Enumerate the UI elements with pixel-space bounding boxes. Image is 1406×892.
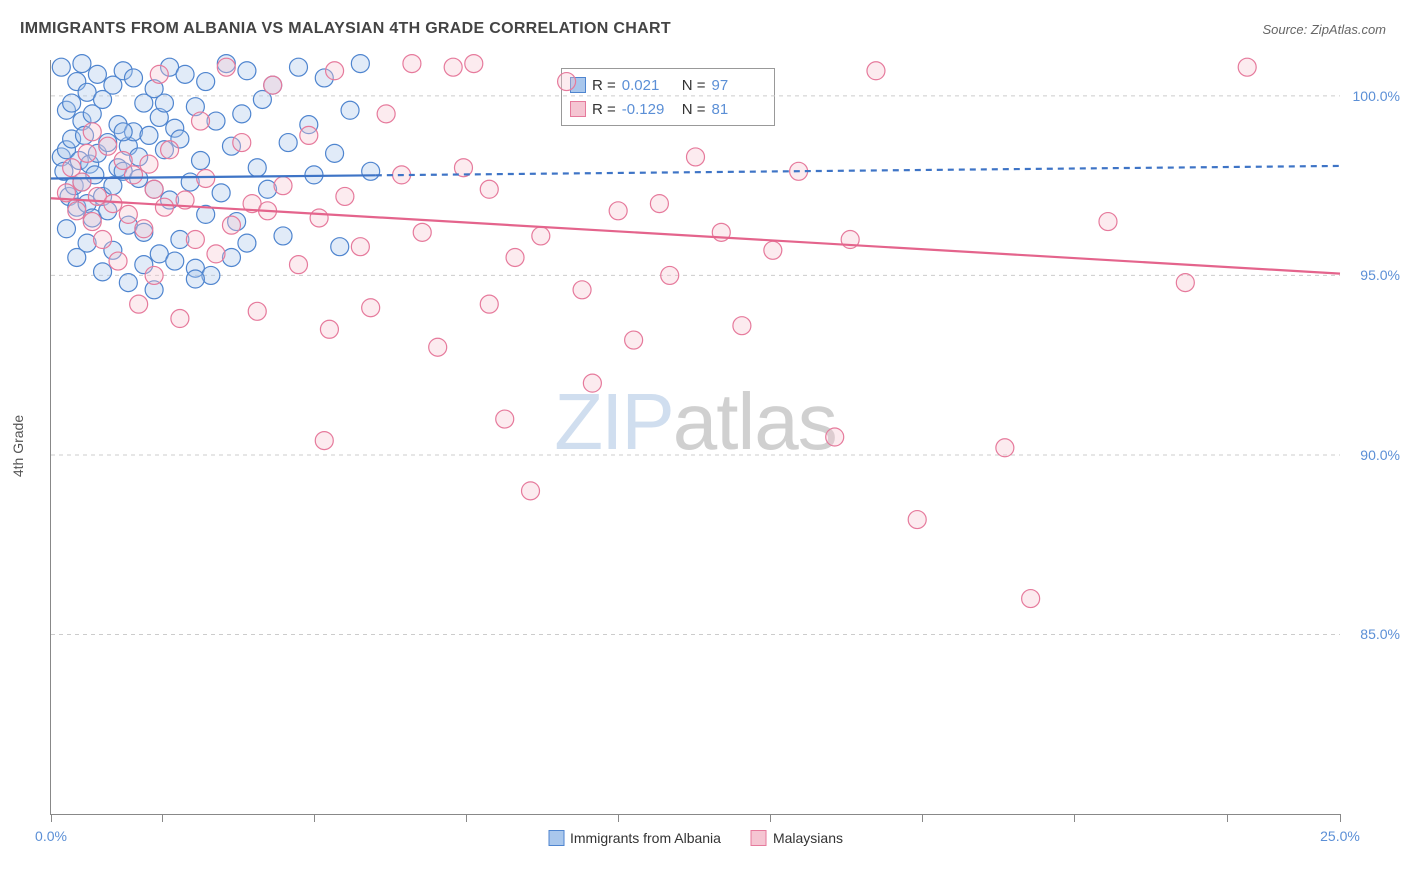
x-tick xyxy=(1340,814,1341,822)
x-tick xyxy=(51,814,52,822)
x-tick xyxy=(922,814,923,822)
source-attribution: Source: ZipAtlas.com xyxy=(1262,22,1386,37)
legend-item-1: Immigrants from Albania xyxy=(548,830,721,846)
y-axis-label: 4th Grade xyxy=(10,415,26,477)
legend: Immigrants from Albania Malaysians xyxy=(548,830,843,846)
x-tick xyxy=(466,814,467,822)
y-tick-label: 90.0% xyxy=(1360,447,1400,463)
title-bar: IMMIGRANTS FROM ALBANIA VS MALAYSIAN 4TH… xyxy=(20,20,1386,38)
x-tick xyxy=(770,814,771,822)
x-tick xyxy=(1074,814,1075,822)
x-tick xyxy=(1227,814,1228,822)
y-tick-label: 95.0% xyxy=(1360,267,1400,283)
legend-label-2: Malaysians xyxy=(773,830,843,846)
legend-swatch-2 xyxy=(751,830,767,846)
legend-item-2: Malaysians xyxy=(751,830,843,846)
x-tick-label: 0.0% xyxy=(35,828,67,844)
x-tick xyxy=(314,814,315,822)
x-tick xyxy=(162,814,163,822)
y-tick-label: 100.0% xyxy=(1353,88,1400,104)
chart-title: IMMIGRANTS FROM ALBANIA VS MALAYSIAN 4TH… xyxy=(20,20,671,38)
plot-area: ZIPatlas R = 0.021 N = 97 R = -0.129 N =… xyxy=(50,60,1340,815)
chart-svg xyxy=(51,60,1340,814)
x-tick xyxy=(618,814,619,822)
legend-swatch-1 xyxy=(548,830,564,846)
x-tick-label: 25.0% xyxy=(1320,828,1360,844)
y-tick-label: 85.0% xyxy=(1360,626,1400,642)
legend-label-1: Immigrants from Albania xyxy=(570,830,721,846)
